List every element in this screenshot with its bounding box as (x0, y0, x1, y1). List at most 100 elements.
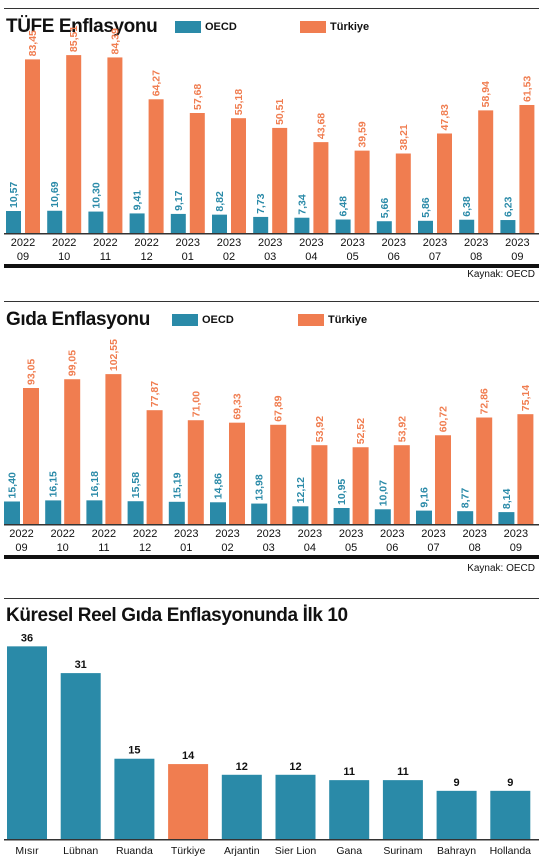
bar-turkiye (311, 445, 328, 524)
bottom-rule (4, 264, 539, 268)
x-tick-label: Lübnan (63, 845, 98, 857)
bar-oecd (457, 511, 474, 524)
panel-top-rule (4, 8, 539, 9)
legend-label: Türkiye (328, 314, 368, 326)
bar-turkiye (231, 118, 246, 233)
x-tick-year: 2023 (215, 528, 239, 540)
cpi-inflation-panel: TÜFE Enflasyonu OECD Türkiye 10,57 83,45 2… (0, 0, 547, 290)
value-label-turkiye: 84,39 (109, 28, 121, 54)
value-label-turkiye: 102,55 (108, 339, 120, 371)
bar-turkiye (437, 133, 452, 233)
value-label-turkiye: 75,14 (520, 385, 532, 411)
value-label: 12 (236, 761, 248, 773)
x-tick-year: 2022 (93, 237, 117, 249)
x-axis-line (4, 233, 539, 235)
value-label-oecd: 8,14 (501, 489, 513, 510)
x-tick-year: 2023 (299, 237, 323, 249)
bar-country (275, 774, 316, 839)
bar-oecd (212, 214, 227, 233)
value-label: 14 (182, 750, 195, 762)
value-label-oecd: 10,57 (8, 182, 20, 208)
bar-oecd (127, 501, 144, 524)
value-label-turkiye: 38,21 (398, 124, 410, 150)
bar-turkiye (64, 379, 81, 524)
value-label-turkiye: 58,94 (480, 81, 492, 107)
bottom-rule (4, 555, 539, 559)
legend-swatch-turkiye (300, 21, 326, 33)
x-tick-month: 08 (469, 542, 481, 554)
bar-turkiye (229, 422, 245, 524)
x-tick-month: 11 (98, 542, 109, 554)
x-tick-year: 2023 (174, 528, 198, 540)
x-tick-year: 2023 (380, 528, 404, 540)
bar-oecd (292, 506, 309, 524)
bar-turkiye (168, 764, 209, 839)
x-tick-year: 2023 (382, 237, 406, 249)
bar-oecd (418, 220, 433, 233)
bar-oecd (86, 500, 103, 524)
value-label-oecd: 15,58 (130, 472, 142, 498)
value-label-turkiye: 47,83 (439, 104, 451, 130)
x-axis-line (4, 839, 539, 841)
value-label-turkiye: 71,00 (190, 391, 202, 417)
panel-top-rule (4, 301, 539, 302)
value-label-turkiye: 67,89 (273, 395, 285, 421)
x-tick-year: 2022 (50, 528, 74, 540)
value-label-turkiye: 53,92 (396, 416, 408, 442)
bar-oecd (459, 219, 475, 233)
bar-turkiye (517, 414, 534, 524)
panel-top-rule (4, 598, 539, 599)
value-label-oecd: 12,12 (295, 477, 307, 503)
value-label-turkiye: 52,52 (355, 418, 367, 444)
bar-turkiye (66, 55, 82, 233)
value-label-oecd: 6,48 (338, 196, 350, 217)
x-axis-line (4, 524, 539, 526)
x-tick-month: 11 (100, 251, 111, 263)
bar-turkiye (270, 424, 287, 524)
x-tick-year: 2022 (9, 528, 33, 540)
x-tick-year: 2022 (134, 237, 158, 249)
bar-oecd (335, 219, 351, 233)
x-tick-year: 2023 (217, 237, 241, 249)
bar-turkiye (435, 435, 451, 524)
cpi-bar-chart: 10,57 83,45 2022 09 10,69 85,51 2022 10 10,30 84,… (4, 26, 539, 268)
value-label-turkiye: 85,51 (68, 26, 80, 52)
value-label: 11 (343, 766, 355, 778)
bar-oecd (416, 510, 432, 524)
value-label: 9 (454, 777, 460, 789)
x-tick-month: 09 (511, 251, 523, 263)
value-label-turkiye: 55,18 (233, 89, 245, 115)
bar-turkiye (519, 104, 535, 233)
bar-turkiye (352, 447, 369, 524)
bar-oecd (170, 213, 186, 233)
value-label-oecd: 10,07 (377, 480, 389, 506)
x-tick-month: 09 (17, 251, 29, 263)
value-label-turkiye: 53,92 (314, 416, 326, 442)
x-tick-month: 12 (139, 542, 151, 554)
value-label-oecd: 5,66 (379, 198, 391, 219)
bar-country (7, 646, 47, 839)
value-label-oecd: 14,86 (213, 473, 225, 499)
bar-country (382, 780, 423, 839)
value-label-turkiye: 43,68 (315, 113, 327, 139)
x-tick-month: 05 (345, 542, 357, 554)
bar-turkiye (187, 420, 204, 524)
x-tick-label: Sier Lion (275, 845, 317, 857)
x-tick-month: 10 (57, 542, 69, 554)
value-label-oecd: 10,95 (336, 479, 348, 505)
bar-turkiye (313, 142, 329, 233)
food-inflation-panel: Gıda Enflasyonu OECD Türkiye 15,40 93,05 2… (0, 292, 547, 582)
bar-oecd (129, 213, 145, 233)
value-label-oecd: 10,30 (90, 182, 102, 208)
x-tick-year: 2023 (505, 237, 529, 249)
value-label-turkiye: 61,53 (521, 76, 533, 102)
bar-oecd (333, 507, 350, 524)
x-tick-month: 05 (346, 251, 358, 263)
x-tick-month: 02 (221, 542, 233, 554)
value-label-oecd: 7,34 (296, 194, 308, 215)
bar-turkiye (395, 153, 411, 233)
x-tick-year: 2022 (92, 528, 116, 540)
bar-oecd (500, 220, 516, 233)
x-tick-year: 2022 (133, 528, 157, 540)
bar-turkiye (105, 374, 122, 524)
